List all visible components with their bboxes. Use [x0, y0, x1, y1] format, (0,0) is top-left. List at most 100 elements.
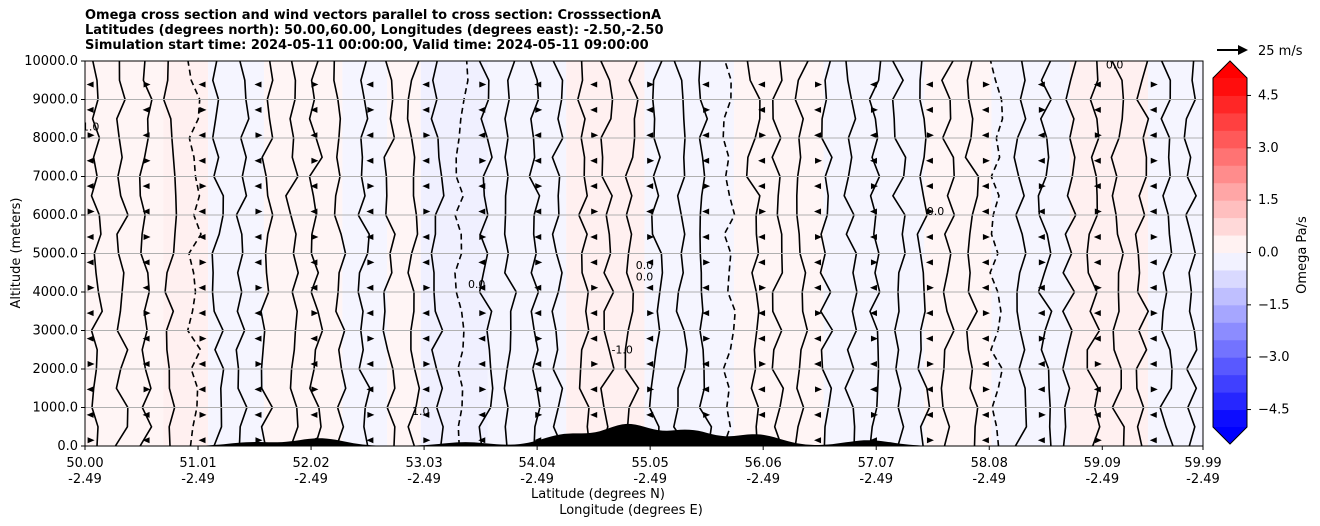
wind-arrow — [703, 259, 711, 266]
colorbar-segment — [1213, 182, 1247, 201]
wind-arrow — [86, 310, 94, 317]
contour-line — [454, 61, 469, 446]
wind-arrow — [702, 233, 710, 240]
wind-arrow — [926, 284, 934, 291]
wind-arrow — [1149, 208, 1157, 215]
wind-arrow — [310, 259, 318, 266]
wind-arrow — [534, 132, 542, 139]
contour-label: 0.0 — [927, 205, 945, 218]
title-line-1: Omega cross section and wind vectors par… — [85, 8, 662, 23]
colorbar-tick-label: 1.5 — [1258, 193, 1279, 208]
wind-arrow — [1037, 360, 1045, 367]
terrain-shape — [85, 423, 1203, 446]
wind-arrow — [814, 284, 822, 291]
wind-arrow — [366, 157, 374, 164]
wind-arrow — [422, 233, 430, 240]
wind-arrow — [198, 157, 206, 164]
wind-arrow — [478, 284, 486, 291]
y-tick-label: 10000.0 — [24, 54, 78, 69]
wind-arrow — [87, 360, 95, 367]
wind-arrow — [255, 437, 263, 444]
contour-label: 0.0 — [759, 436, 777, 449]
wind-arrow — [255, 360, 263, 367]
colorbar-tick-label: 3.0 — [1258, 141, 1279, 156]
wind-arrow — [1206, 285, 1213, 291]
wind-arrow — [254, 81, 262, 88]
quiver-key-label: 25 m/s — [1258, 44, 1303, 59]
wind-arrow — [814, 106, 822, 113]
wind-arrow — [703, 411, 711, 418]
contour-label: 0.0 — [468, 278, 486, 291]
wind-arrow — [199, 106, 207, 113]
wind-arrow — [1038, 259, 1046, 266]
wind-arrow — [310, 284, 318, 291]
wind-vectors — [86, 81, 1213, 444]
wind-arrow — [1038, 183, 1046, 190]
colorbar-segment — [1213, 287, 1247, 306]
wind-arrow — [86, 233, 94, 240]
wind-arrow — [1093, 259, 1101, 266]
colorbar-extend-top — [1213, 61, 1247, 78]
wind-arrow — [1150, 81, 1158, 88]
wind-arrow — [869, 81, 877, 88]
wind-arrow — [759, 208, 767, 215]
wind-arrow — [534, 81, 542, 88]
wind-arrow — [870, 106, 878, 113]
colorbar-tick-label: 4.5 — [1258, 88, 1279, 103]
wind-arrow — [815, 310, 823, 317]
wind-arrow — [1093, 81, 1101, 88]
wind-arrow — [925, 310, 933, 317]
colorbar-tick-label: 0.0 — [1258, 246, 1279, 261]
wind-arrow — [926, 360, 934, 367]
x-tick-label-lat: 52.02 — [292, 456, 329, 471]
wind-arrow — [591, 208, 599, 215]
wind-arrow — [534, 310, 542, 317]
colorbar-segment — [1213, 392, 1247, 411]
x-axis-label-lon: Longitude (degrees E) — [559, 503, 703, 518]
wind-arrow — [869, 157, 877, 164]
wind-arrow — [423, 208, 431, 215]
wind-arrow — [198, 284, 206, 291]
wind-arrow — [1093, 157, 1101, 164]
y-tick-label: 5000.0 — [33, 247, 79, 262]
wind-arrow — [535, 411, 543, 418]
wind-arrow — [142, 259, 150, 266]
colorbar-segment — [1213, 165, 1247, 184]
wind-arrow — [758, 183, 766, 190]
colorbar-segment — [1213, 112, 1247, 131]
wind-arrow — [1094, 360, 1102, 367]
wind-arrow — [590, 183, 598, 190]
wind-arrow — [591, 132, 599, 139]
wind-arrow — [1037, 284, 1045, 291]
wind-arrow — [366, 284, 374, 291]
wind-arrow — [981, 208, 989, 215]
wind-arrow — [1150, 310, 1158, 317]
title-line-3: Simulation start time: 2024-05-11 00:00:… — [85, 38, 649, 53]
wind-arrow — [982, 157, 990, 164]
wind-arrow — [535, 259, 543, 266]
wind-arrow — [647, 157, 655, 164]
wind-arrow — [590, 386, 598, 393]
x-tick-label-lat: 50.00 — [66, 456, 103, 471]
wind-arrow — [254, 386, 262, 393]
wind-arrow — [815, 157, 823, 164]
wind-arrow — [1037, 386, 1045, 393]
wind-arrow — [758, 259, 766, 266]
wind-arrow — [702, 386, 710, 393]
wind-arrow — [926, 208, 934, 215]
colorbar-segment — [1213, 235, 1247, 253]
wind-arrow — [646, 335, 654, 342]
wind-arrow — [1038, 411, 1046, 418]
wind-arrow — [981, 259, 989, 266]
wind-arrow — [142, 208, 150, 215]
wind-arrow — [142, 106, 150, 113]
y-tick-label: 8000.0 — [33, 131, 79, 146]
wind-arrow — [311, 81, 319, 88]
x-tick-label-lon: -2.49 — [859, 472, 893, 487]
wind-arrow — [925, 81, 933, 88]
y-tick-label: 2000.0 — [33, 362, 79, 377]
wind-arrow — [478, 259, 486, 266]
colorbar-tick-label: −3.0 — [1258, 350, 1290, 365]
x-tick-label-lon: -2.49 — [68, 472, 102, 487]
